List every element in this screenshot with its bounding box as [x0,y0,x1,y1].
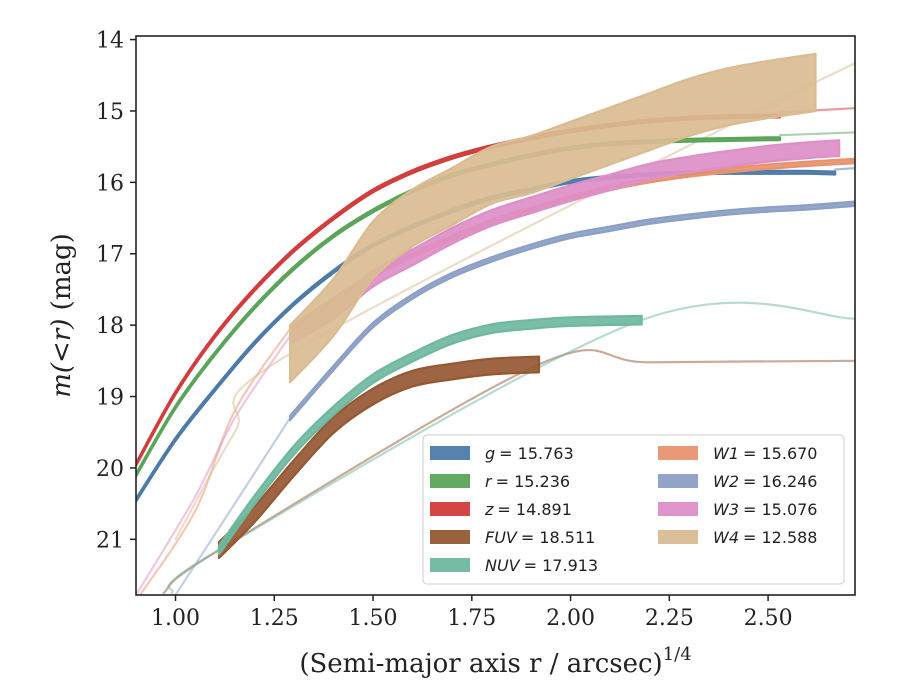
legend-label-band: NUV [485,556,521,575]
x-tick-label: 1.50 [349,606,398,631]
y-tick-label: 19 [96,386,124,411]
legend-item: W4 = 12.588 [658,528,817,547]
legend-label: g = 15.763 [485,444,574,463]
y-tick-label: 20 [96,457,124,482]
legend-swatch [430,558,470,572]
legend-label: W1 = 15.670 [713,444,817,463]
legend-label-value: = 15.670 [743,444,817,463]
legend-label-value: = 14.891 [497,500,571,519]
legend-label-value: = 15.236 [496,472,570,491]
legend-swatch [658,502,698,516]
legend-swatch [430,446,470,460]
legend-box [422,434,845,585]
plot-frame [135,35,856,596]
legend-swatch [658,474,698,488]
y-axis-label-quantity: m(<r) [47,319,77,398]
series-4-extrapolation [167,301,855,594]
legend-label-value: = 12.588 [743,528,817,547]
legend-label-band: r [485,472,493,491]
series-1-band [136,136,781,478]
legend-label: W3 = 15.076 [713,500,817,519]
series-5-extrapolation [138,327,292,595]
x-axis-label-text: (Semi-major axis r / arcsec) [299,649,662,679]
legend-label-value: = 15.763 [499,444,573,463]
series-7-band [289,139,841,345]
y-tick-label: 15 [96,100,124,125]
y-axis-label: m(<r) (mag) [47,233,77,398]
series-8-extrapolation [174,62,855,541]
axis-ticks: 1.00 1.25 1.50 1.75 2.00 2.25 2.50 14 15 16 17 18 19… [96,29,793,631]
x-tick-label: 1.75 [447,606,496,631]
legend-label: NUV = 17.913 [485,556,598,575]
legend-label-band: g [485,444,495,463]
legend-label-value: = 17.913 [524,556,598,575]
legend-item: W1 = 15.670 [658,444,817,463]
x-axis-label-exponent: 1/4 [663,644,692,665]
measured-bands [136,52,855,559]
legend-label-value: = 15.076 [743,500,817,519]
extrapolation-curves [136,62,855,595]
series-6-band [289,200,855,422]
legend-label-band: W3 [713,500,739,519]
x-tick-label: 2.25 [645,606,694,631]
legend-item: W3 = 15.076 [658,500,817,519]
x-tick-label: 1.25 [250,606,299,631]
legend-label-band: z [484,500,494,519]
legend-item: W2 = 16.246 [658,472,817,491]
legend-item: FUV = 18.511 [430,528,595,547]
y-tick-label: 14 [96,29,124,54]
legend-item: NUV = 17.913 [430,556,598,575]
legend-label: r = 15.236 [485,472,570,491]
series-6-extrapolation [174,416,292,595]
legend-label-value: = 16.246 [743,472,817,491]
legend-label: W2 = 16.246 [713,472,817,491]
series-8-band [289,52,817,384]
legend-label-band: FUV [485,528,518,547]
legend-label-value: = 18.511 [521,528,595,547]
legend-label-band: W4 [713,528,739,547]
series-2-band [136,113,781,467]
series-3-band [217,355,541,559]
legend-swatch [658,446,698,460]
legend-label: W4 = 12.588 [713,528,817,547]
x-tick-label: 1.00 [151,606,200,631]
y-axis-label-unit: (mag) [47,233,77,318]
y-tick-label: 21 [96,528,124,553]
legend-swatch [430,474,470,488]
x-axis-label: (Semi-major axis r / arcsec)1/4 [299,644,691,679]
series-4-band [217,314,643,556]
axis-labels: (Semi-major axis r / arcsec)1/4 m(<r) (ma… [47,233,692,679]
legend-label-band: W2 [713,472,739,491]
legend-label: z = 14.891 [484,500,572,519]
y-tick-label: 16 [96,171,124,196]
legend-item: r = 15.236 [430,472,570,491]
y-tick-label: 17 [96,243,124,268]
legend-swatch [430,502,470,516]
y-tick-label: 18 [96,314,124,339]
legend-label-band: W1 [713,444,739,463]
legend-swatch [658,530,698,544]
series-0-extrapolation [834,167,855,171]
legend-swatch [430,530,470,544]
legend-label: FUV = 18.511 [485,528,595,547]
series-7-extrapolation [136,334,292,595]
legend-item: z = 14.891 [430,500,572,519]
x-tick-label: 2.50 [744,606,793,631]
legend-item: g = 15.763 [430,444,574,463]
series-1-extrapolation [778,131,855,137]
x-tick-label: 2.00 [546,606,595,631]
